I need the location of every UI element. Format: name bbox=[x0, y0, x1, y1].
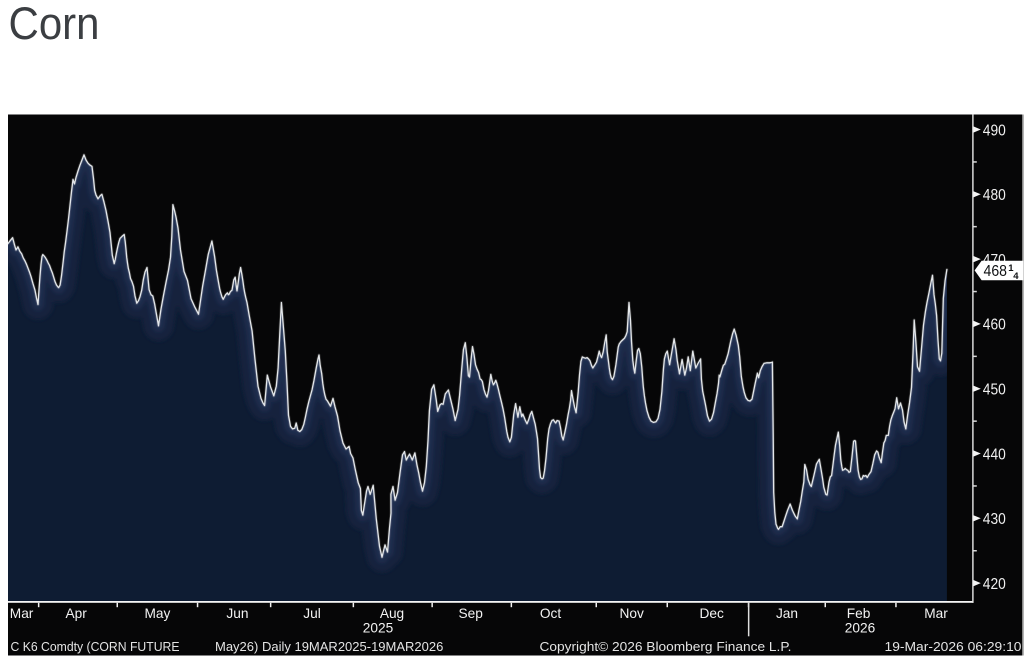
svg-text:Mar: Mar bbox=[924, 606, 948, 621]
svg-text:Jun: Jun bbox=[226, 606, 248, 621]
svg-text:Oct: Oct bbox=[540, 606, 561, 621]
svg-text:May26) Daily 19MAR2025-19MAR20: May26) Daily 19MAR2025-19MAR2026 bbox=[215, 639, 443, 654]
svg-text:1: 1 bbox=[1008, 263, 1014, 274]
svg-text:Copyright© 2026 Bloomberg Fina: Copyright© 2026 Bloomberg Finance L.P. bbox=[540, 639, 792, 654]
svg-text:490: 490 bbox=[983, 122, 1006, 139]
svg-text:460: 460 bbox=[983, 317, 1006, 334]
svg-text:430: 430 bbox=[983, 511, 1006, 528]
svg-text:4: 4 bbox=[1013, 271, 1019, 282]
svg-text:480: 480 bbox=[983, 187, 1006, 204]
svg-text:450: 450 bbox=[983, 382, 1006, 399]
svg-text:May: May bbox=[144, 606, 170, 621]
svg-text:Mar: Mar bbox=[10, 606, 34, 621]
svg-text:Jul: Jul bbox=[303, 606, 321, 621]
svg-text:2025: 2025 bbox=[363, 621, 394, 636]
svg-text:Apr: Apr bbox=[66, 606, 88, 621]
svg-text:19-Mar-2026 06:29:10: 19-Mar-2026 06:29:10 bbox=[885, 639, 1022, 654]
svg-text:Feb: Feb bbox=[847, 606, 871, 621]
svg-text:420: 420 bbox=[983, 576, 1006, 593]
svg-text:C K6 Comdty (CORN FUTURE: C K6 Comdty (CORN FUTURE bbox=[11, 639, 180, 654]
svg-text:Sep: Sep bbox=[459, 606, 484, 621]
svg-text:Nov: Nov bbox=[620, 606, 644, 621]
svg-text:440: 440 bbox=[983, 446, 1006, 463]
svg-text:Dec: Dec bbox=[700, 606, 724, 621]
svg-text:Jan: Jan bbox=[776, 606, 798, 621]
svg-text:2026: 2026 bbox=[845, 621, 876, 636]
svg-text:468: 468 bbox=[984, 263, 1008, 280]
svg-text:Aug: Aug bbox=[380, 606, 404, 621]
svg-text:Corn: Corn bbox=[9, 0, 100, 49]
